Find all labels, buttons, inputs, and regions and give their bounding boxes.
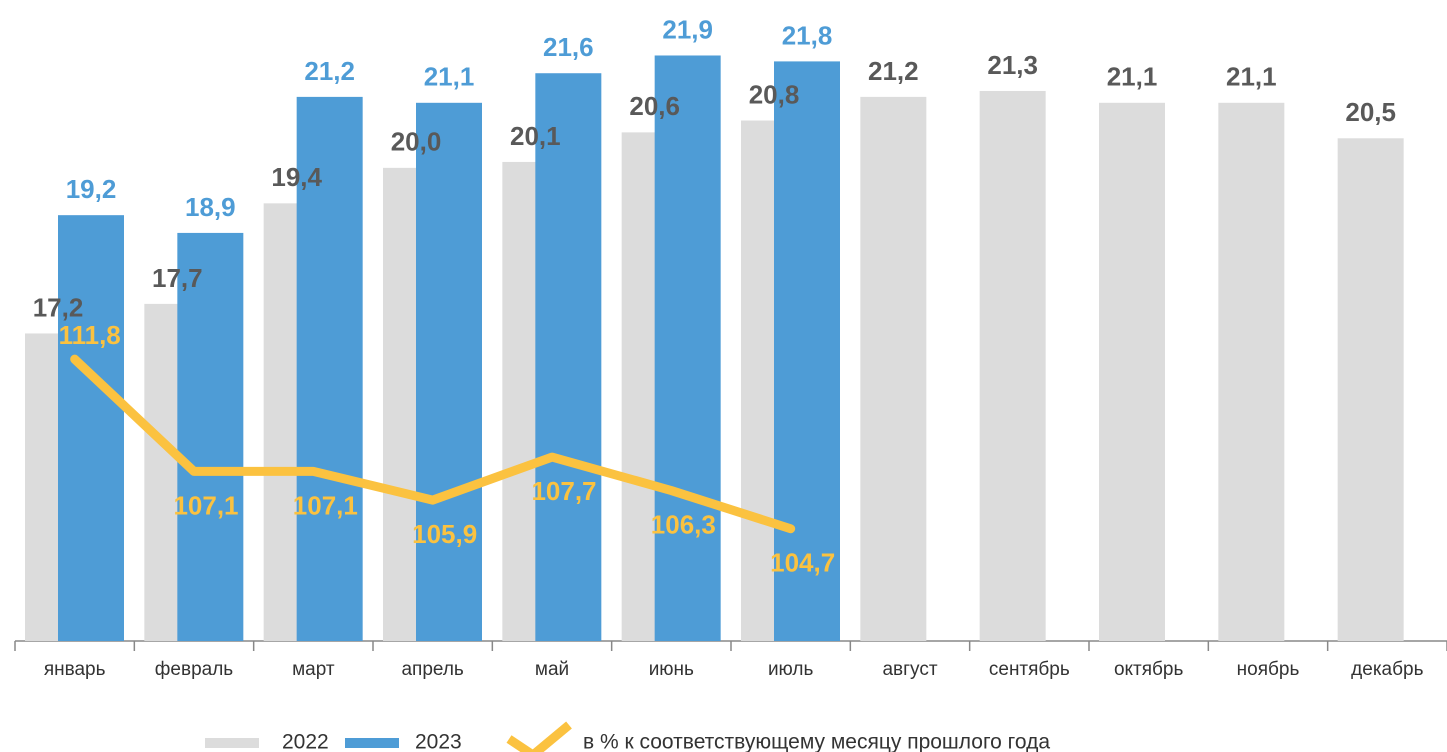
bar (654, 55, 721, 641)
line (70, 354, 796, 534)
value-label: 17,2 (33, 292, 84, 322)
value-label: 21,3 (987, 50, 1038, 80)
x-tick-label: май (535, 659, 569, 680)
bar (177, 232, 244, 641)
x-tick-label: октябрь (1114, 659, 1184, 680)
legend-label: в % к соответствующему месяцу прошлого г… (583, 731, 1050, 752)
value-label: 19,4 (271, 162, 322, 192)
bar (774, 61, 840, 641)
value-label: 107,7 (531, 476, 596, 506)
x-tick-label: июль (768, 659, 814, 680)
legend-swatch (205, 738, 259, 748)
value-label: 106,3 (651, 509, 716, 539)
bar (58, 215, 124, 641)
legend-swatch (506, 721, 572, 752)
value-label: 18,9 (185, 192, 236, 222)
value-label: 105,9 (412, 519, 477, 549)
value-label: 21,1 (424, 62, 475, 92)
bar (535, 73, 602, 641)
value-label: 20,5 (1345, 97, 1396, 127)
value-label: 20,6 (629, 91, 680, 121)
value-label: 20,8 (749, 79, 800, 109)
x-tick-label: декабрь (1351, 659, 1423, 680)
value-label: 21,2 (868, 56, 919, 86)
value-label: 111,8 (59, 320, 121, 350)
x-tick-label: январь (44, 659, 106, 680)
bar (1099, 102, 1165, 642)
x-tick-label: ноябрь (1237, 659, 1300, 680)
x-tick-label: февраль (155, 659, 234, 680)
x-tick-label: сентябрь (989, 659, 1070, 680)
value-label: 21,9 (662, 14, 713, 44)
value-label: 20,1 (510, 121, 561, 151)
value-label: 107,1 (173, 490, 238, 520)
legend-swatch (345, 738, 399, 748)
x-tick-label: апрель (401, 659, 463, 680)
bar (860, 96, 927, 641)
x-tick-label: август (882, 659, 937, 680)
value-label: 21,6 (543, 32, 594, 62)
bar (979, 90, 1046, 641)
value-label: 19,2 (66, 174, 117, 204)
bar (296, 96, 363, 641)
value-label: 21,1 (1107, 62, 1158, 92)
value-label: 104,7 (770, 548, 835, 578)
value-label: 21,8 (782, 20, 833, 50)
value-label: 21,2 (304, 56, 355, 86)
value-label: 17,7 (152, 263, 203, 293)
x-tick-label: март (292, 659, 335, 680)
x-tick-label: июнь (649, 659, 694, 680)
bar (416, 102, 482, 642)
bar (1337, 138, 1404, 642)
value-label: 20,0 (391, 127, 442, 157)
value-label: 21,1 (1226, 62, 1277, 92)
legend-label: 2022 (282, 731, 329, 752)
legend-label: 2023 (415, 731, 462, 752)
value-label: 107,1 (293, 490, 358, 520)
bar (1218, 102, 1285, 642)
